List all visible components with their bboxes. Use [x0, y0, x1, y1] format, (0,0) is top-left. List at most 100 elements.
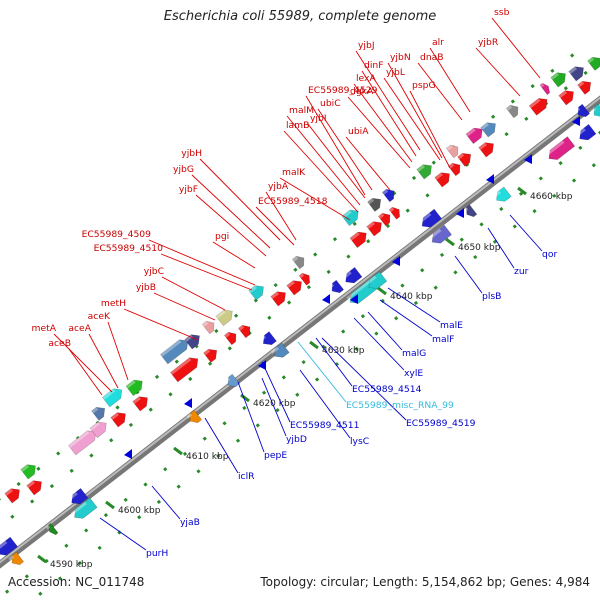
gene-label[interactable]: pepE — [264, 450, 287, 461]
forward-gene-arrow[interactable] — [89, 418, 110, 439]
gene-label[interactable]: yjbG — [173, 164, 194, 175]
reverse-gene-arrow[interactable] — [68, 487, 89, 507]
forward-gene-arrow[interactable] — [160, 336, 191, 365]
gene-label[interactable]: EC55989_misc_RNA_99 — [346, 400, 454, 411]
gene-label[interactable]: ubiA — [348, 126, 369, 137]
gene-label[interactable]: yjbL — [386, 67, 406, 78]
gene-label[interactable]: metA — [32, 323, 57, 334]
forward-gene-arrow[interactable] — [91, 404, 109, 421]
forward-gene-arrow[interactable] — [366, 218, 385, 237]
forward-gene-arrow[interactable] — [434, 169, 453, 188]
reverse-gene-arrow[interactable] — [545, 136, 576, 164]
forward-gene-arrow[interactable] — [577, 78, 595, 95]
gene-label[interactable]: yjbN — [390, 52, 411, 63]
gene-label[interactable]: EC55989_4529 — [308, 85, 378, 96]
forward-gene-arrow[interactable] — [110, 409, 129, 428]
forward-gene-arrow[interactable] — [223, 329, 239, 346]
gene-label[interactable]: lexA — [356, 73, 376, 84]
forward-gene-arrow[interactable] — [291, 253, 307, 270]
forward-gene-arrow[interactable] — [170, 354, 201, 383]
gene-features[interactable] — [0, 54, 600, 568]
forward-gene-arrow[interactable] — [4, 485, 23, 504]
forward-gene-arrow[interactable] — [539, 81, 552, 96]
gene-label[interactable]: iclR — [238, 471, 255, 482]
gene-label[interactable]: ubiC — [320, 98, 341, 109]
gene-label[interactable]: xylE — [404, 368, 423, 379]
gene-label[interactable]: EC55989_4509 — [82, 229, 152, 240]
forward-gene-arrow[interactable] — [248, 282, 267, 301]
forward-gene-arrow[interactable] — [550, 69, 569, 88]
gene-label[interactable]: malK — [282, 167, 306, 178]
gene-label[interactable]: purH — [146, 548, 168, 559]
gene-label[interactable]: EC55989_4519 — [406, 418, 476, 429]
forward-gene-arrow[interactable] — [215, 306, 236, 327]
gene-label[interactable]: qor — [542, 249, 557, 260]
gene-label[interactable]: EC55989_4518 — [258, 196, 328, 207]
gene-label[interactable]: malE — [440, 320, 463, 331]
reverse-gene-arrow[interactable] — [418, 208, 443, 231]
reverse-gene-arrow[interactable] — [365, 271, 388, 293]
forward-gene-arrow[interactable] — [101, 385, 125, 408]
forward-gene-arrow[interactable] — [341, 206, 362, 227]
forward-gene-arrow[interactable] — [388, 205, 403, 220]
gene-label[interactable]: malM — [289, 105, 314, 116]
forward-gene-arrow[interactable] — [377, 210, 393, 227]
reverse-gene-arrow[interactable] — [428, 224, 453, 247]
gene-label[interactable]: metH — [101, 298, 126, 309]
gene-label[interactable]: yjbC — [144, 266, 164, 277]
gene-label[interactable]: yjbA — [268, 181, 289, 192]
forward-gene-arrow[interactable] — [203, 346, 221, 363]
gene-label[interactable]: yjbB — [136, 282, 156, 293]
gene-label[interactable]: aceB — [48, 338, 71, 349]
gene-label[interactable]: ssb — [494, 7, 510, 18]
forward-gene-arrow[interactable] — [457, 150, 475, 167]
gene-label[interactable]: aceK — [88, 311, 111, 322]
forward-gene-arrow[interactable] — [125, 376, 146, 397]
forward-gene-arrow[interactable] — [132, 393, 151, 412]
forward-gene-arrow[interactable] — [505, 102, 521, 119]
gene-label[interactable]: alr — [432, 37, 444, 48]
forward-gene-arrow[interactable] — [445, 142, 461, 159]
gene-label[interactable]: dinF — [364, 60, 384, 71]
forward-gene-arrow[interactable] — [558, 87, 577, 106]
gene-label[interactable]: yjbR — [478, 37, 499, 48]
reverse-gene-arrow[interactable] — [270, 342, 290, 361]
forward-gene-arrow[interactable] — [381, 186, 397, 203]
forward-gene-arrow[interactable] — [298, 271, 313, 286]
forward-gene-arrow[interactable] — [478, 139, 497, 158]
gene-label[interactable]: yjaB — [180, 517, 200, 528]
gene-label[interactable]: plsB — [482, 291, 501, 302]
gene-label[interactable]: yjbD — [286, 434, 307, 445]
gene-label[interactable]: pgi — [215, 231, 229, 242]
gene-label[interactable]: yjbI — [310, 113, 327, 124]
reverse-gene-arrow[interactable] — [259, 331, 277, 349]
forward-gene-arrow[interactable] — [286, 277, 305, 296]
gene-label[interactable]: EC55989_4510 — [94, 243, 164, 254]
forward-gene-arrow[interactable] — [26, 477, 45, 496]
forward-gene-arrow[interactable] — [480, 119, 499, 138]
forward-gene-arrow[interactable] — [20, 461, 39, 480]
forward-gene-arrow[interactable] — [447, 160, 463, 177]
forward-gene-arrow[interactable] — [587, 54, 600, 71]
gene-label[interactable]: yjbJ — [358, 40, 375, 51]
forward-gene-arrow[interactable] — [528, 95, 551, 116]
gene-label[interactable]: yjbH — [181, 148, 202, 159]
forward-gene-arrow[interactable] — [349, 228, 370, 249]
gene-label[interactable]: dnaB — [420, 52, 444, 63]
reverse-gene-arrow[interactable] — [576, 123, 597, 143]
gene-label[interactable]: aceA — [68, 323, 91, 334]
reverse-gene-arrow[interactable] — [492, 186, 512, 205]
reverse-gene-arrow[interactable] — [342, 266, 363, 286]
gene-label[interactable]: pspG — [412, 80, 436, 91]
gene-label[interactable]: EC55989_4511 — [290, 420, 359, 431]
forward-gene-arrow[interactable] — [237, 322, 253, 339]
reverse-gene-arrow[interactable] — [0, 536, 19, 559]
gene-label[interactable]: malG — [402, 348, 426, 359]
forward-gene-arrow[interactable] — [68, 427, 99, 456]
gene-label[interactable]: lamB — [286, 120, 309, 131]
forward-gene-arrow[interactable] — [184, 331, 203, 350]
reverse-gene-arrow[interactable] — [70, 497, 98, 522]
reverse-gene-arrow[interactable] — [186, 409, 203, 426]
